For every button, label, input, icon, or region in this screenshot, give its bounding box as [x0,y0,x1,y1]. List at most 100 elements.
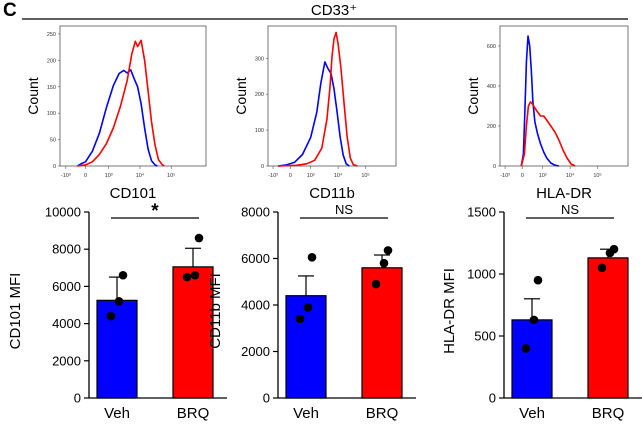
y-tick-label: 100 [47,111,56,117]
y-tick-label: 0 [489,391,496,406]
y-tick-label: 150 [47,85,56,91]
data-point [597,263,607,273]
data-point [106,311,116,321]
x-category-label: BRQ [177,405,210,422]
histogram-hla-dr: 0 200 400 600 -10³ 0 10³ 10⁴ 10⁵ Count HLA-DR [465,25,629,202]
y-tick-label: 4000 [52,316,81,331]
data-point [182,272,192,282]
histogram-cd11b: 0 100 200 300 -10³ 0 10³ 10⁴ 10⁵ Count CD11b [233,25,397,202]
x-tick-label: 0 [84,173,87,179]
y-tick-label: 6000 [241,251,270,266]
x-tick-label: 10⁴ [334,172,343,179]
bar-chart-hla-dr-mfi: 0 500 1000 1500 Veh BRQ NS HLA-DR MFI [441,202,642,422]
y-axis-label: Count [465,77,481,114]
x-category-label: Veh [104,405,130,422]
x-tick-label: 10³ [539,173,547,179]
significance-label: NS [561,202,579,217]
x-tick-label: -10³ [61,173,71,179]
significance-label: NS [335,202,353,217]
y-tick-label: 250 [47,32,56,38]
x-axis-label: CD101 [110,185,157,202]
histogram-line-veh [520,35,560,167]
y-tick-label: 4000 [241,298,270,313]
data-point [521,344,531,353]
data-point [307,253,317,262]
data-point [118,270,128,280]
x-tick-label: 10³ [105,173,113,179]
bar-chart-cd101-mfi: 0 2000 4000 6000 8000 10000 Veh BRQ * CD101 MFI [7,201,227,422]
y-axis-label: Count [25,77,41,114]
y-axis-label: HLA-DR MFI [441,268,458,354]
y-tick-label: 500 [474,329,496,344]
y-tick-label: 10000 [45,205,81,220]
x-tick-label: 10⁴ [136,172,145,179]
data-point [609,244,619,254]
bar-veh [511,319,553,399]
x-tick-label: -10³ [268,173,278,179]
y-tick-label: 200 [255,92,264,98]
y-axis-label: Count [233,77,249,114]
x-category-label: Veh [293,405,319,422]
y-tick-label: 8000 [241,205,270,220]
x-category-label: Veh [519,405,545,422]
bar-brq [587,257,629,399]
y-tick-label: 0 [493,164,496,170]
y-tick-label: 300 [255,56,264,62]
data-point [190,270,200,280]
x-category-label: BRQ [592,405,625,422]
y-tick-label: 50 [50,138,56,144]
bar-brq [172,266,214,399]
x-tick-label: 10³ [307,173,315,179]
y-tick-label: 0 [74,391,81,406]
data-point [529,315,539,325]
histogram-frame [59,25,207,167]
y-tick-label: 0 [261,164,264,170]
y-tick-label: 600 [487,44,496,50]
y-tick-label: 1500 [467,205,496,220]
x-tick-label: 10⁴ [566,172,575,179]
y-axis-label: CD11b MFI [207,273,224,349]
population-header: CD33⁺ [311,2,357,19]
y-axis-label: CD101 MFI [7,273,24,350]
y-tick-label: 200 [47,58,56,64]
bar-veh [285,295,327,399]
histogram-cd101: 0 50 100 150 200 250 -10³ 0 10³ 10⁴ 10⁵ Count CD101 [25,25,207,202]
bar-chart-cd11b-mfi: 0 2000 4000 6000 8000 Veh BRQ NS CD11b MFI [207,202,416,422]
x-tick-label: 10⁵ [167,172,175,179]
x-tick-label: 0 [289,173,292,179]
histogram-line-brq [278,31,358,167]
histogram-line-veh [76,69,158,167]
y-tick-label: 1000 [467,267,496,282]
x-tick-label: 10⁵ [593,172,601,179]
y-tick-label: 0 [263,391,270,406]
y-tick-label: 6000 [52,279,81,294]
x-tick-label: -10³ [500,173,510,179]
bar-veh [96,299,138,399]
data-point [114,296,124,306]
x-category-label: BRQ [366,405,399,422]
histogram-line-brq [520,101,576,167]
significance-label: * [151,201,159,222]
data-point [383,246,393,255]
data-point [194,233,204,243]
data-point [371,279,381,289]
histogram-frame [267,25,397,167]
bar-brq [361,267,403,399]
data-point [379,258,389,268]
data-point [533,275,543,285]
panel-label: C [3,0,17,21]
x-axis-label: HLA-DR [536,185,592,202]
x-tick-label: 10⁵ [361,172,369,179]
y-tick-label: 0 [53,164,56,170]
x-tick-label: 0 [521,173,524,179]
data-point [295,314,305,324]
x-axis-label: CD11b [309,185,355,202]
histogram-line-veh [278,61,350,167]
data-point [303,303,313,312]
histogram-frame [499,25,629,167]
y-tick-label: 200 [487,124,496,130]
y-tick-label: 2000 [241,344,270,359]
histogram-line-brq [77,39,165,167]
y-tick-label: 100 [255,128,264,134]
